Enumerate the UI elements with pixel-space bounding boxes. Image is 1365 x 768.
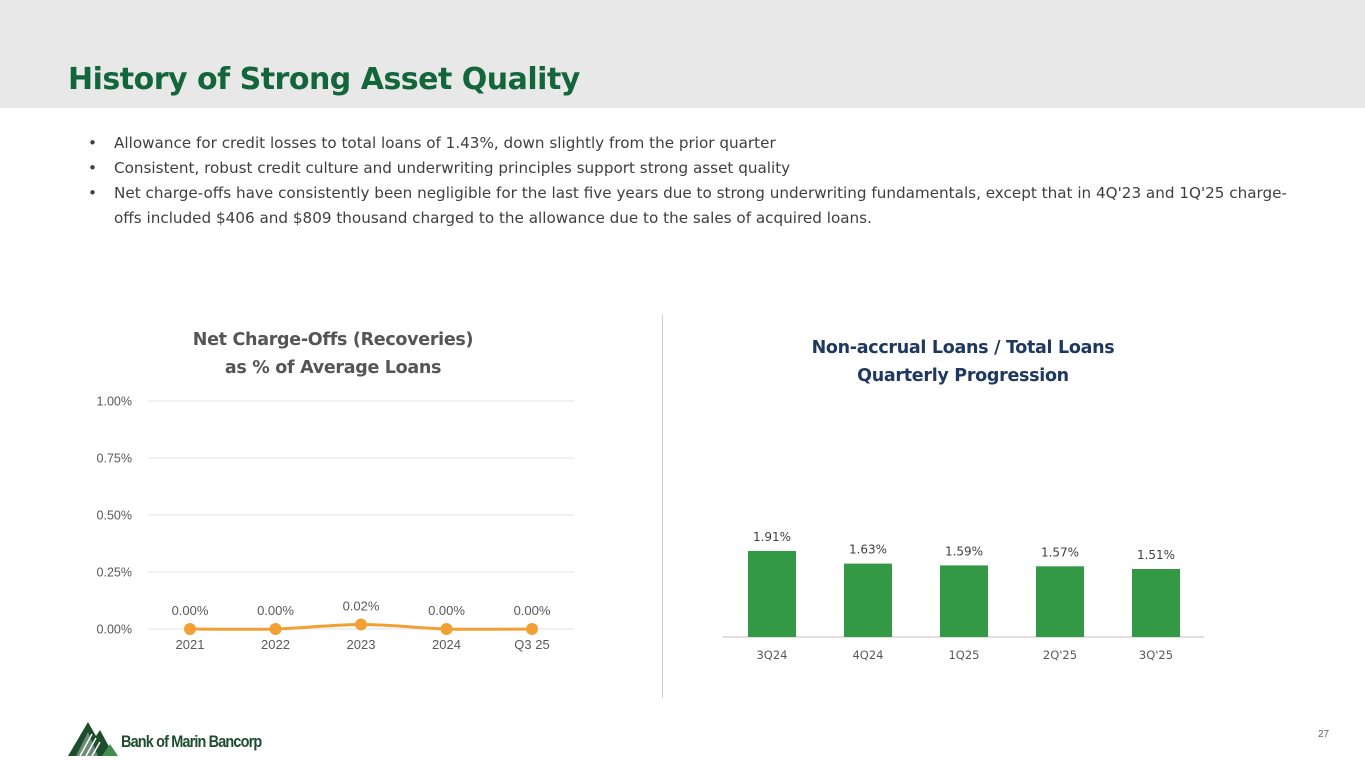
data-point bbox=[355, 618, 367, 631]
bullet-item: • Allowance for credit losses to total lo… bbox=[88, 131, 1288, 156]
x-tick-label: 2021 bbox=[176, 637, 205, 652]
x-tick-label: 2024 bbox=[432, 637, 461, 652]
y-tick-label: 0.50% bbox=[97, 509, 132, 523]
y-tick-label: 0.25% bbox=[97, 566, 132, 580]
chart-title-line: Non-accrual Loans / Total Loans bbox=[811, 338, 1115, 358]
y-tick-label: 0.75% bbox=[97, 452, 132, 466]
bullet-text: Net charge-offs have consistently been n… bbox=[114, 184, 1288, 227]
logo-text: Bank of Marin Bancorp bbox=[121, 732, 262, 751]
page-number: 27 bbox=[1318, 729, 1330, 740]
data-label: 0.00% bbox=[172, 603, 209, 618]
x-tick-label: 2Q'25 bbox=[1043, 648, 1077, 662]
x-tick-label: 3Q'25 bbox=[1139, 648, 1173, 662]
x-tick-label: Q3 25 bbox=[514, 637, 549, 652]
header-band bbox=[0, 0, 1365, 108]
x-tick-label: 2022 bbox=[261, 637, 290, 652]
page-title: History of Strong Asset Quality bbox=[68, 62, 580, 97]
data-point bbox=[269, 623, 282, 635]
data-label: 0.02% bbox=[343, 598, 380, 613]
bullet-dot: • bbox=[88, 134, 97, 152]
x-tick-label: 1Q25 bbox=[948, 648, 979, 662]
non-accrual-bar-chart: 1.91% 3Q24 1.63% 4Q24 1.59% 1Q25 1.57% 2Q'25 1.5… bbox=[723, 530, 1204, 662]
bullet-dot: • bbox=[88, 159, 97, 177]
y-tick-label: 1.00% bbox=[97, 395, 132, 409]
bar bbox=[748, 551, 796, 637]
bank-logo: Bank of Marin Bancorp bbox=[66, 718, 286, 758]
bullet-text: Consistent, robust credit culture and un… bbox=[114, 159, 791, 177]
mountain-trees-icon bbox=[68, 722, 118, 757]
data-point bbox=[440, 623, 453, 635]
chart-title-line: Net Charge-Offs (Recoveries) bbox=[192, 330, 474, 350]
data-label: 0.00% bbox=[257, 603, 294, 618]
data-label: 1.57% bbox=[1041, 545, 1079, 559]
data-label: 1.91% bbox=[753, 530, 791, 544]
y-tick-label: 0.00% bbox=[97, 623, 132, 637]
bullet-dot: • bbox=[88, 184, 97, 202]
bar bbox=[1036, 566, 1084, 637]
net-charge-offs-line-chart: 0.00% 0.25% 0.50% 0.75% 1.00% 0.00% 2021 0.00% 2… bbox=[97, 395, 574, 652]
data-label: 1.51% bbox=[1137, 548, 1175, 562]
bar bbox=[940, 565, 988, 637]
x-tick-label: 3Q24 bbox=[756, 648, 787, 662]
bullet-text: Allowance for credit losses to total loa… bbox=[114, 134, 776, 152]
bar bbox=[1132, 569, 1180, 637]
x-tick-label: 4Q24 bbox=[852, 648, 883, 662]
bar bbox=[844, 563, 892, 637]
bullet-list: • Allowance for credit losses to total lo… bbox=[88, 131, 1288, 231]
data-label: 1.59% bbox=[945, 544, 983, 558]
data-label: 0.00% bbox=[514, 603, 551, 618]
bullet-item: • Net charge-offs have consistently been … bbox=[88, 181, 1288, 231]
x-tick-label: 2023 bbox=[347, 637, 376, 652]
chart-title-line: as % of Average Loans bbox=[224, 358, 442, 378]
data-point bbox=[526, 623, 538, 635]
data-label: 0.00% bbox=[428, 603, 465, 618]
data-point bbox=[184, 623, 196, 635]
chart-title-line: Quarterly Progression bbox=[857, 366, 1069, 386]
chart-divider bbox=[662, 315, 663, 698]
net-charge-offs-chart-title: Net Charge-Offs (Recoveries) as % of Ave… bbox=[133, 326, 533, 382]
bullet-item: • Consistent, robust credit culture and u… bbox=[88, 156, 1288, 181]
non-accrual-chart-title: Non-accrual Loans / Total Loans Quarterl… bbox=[763, 334, 1163, 390]
data-label: 1.63% bbox=[849, 543, 887, 557]
